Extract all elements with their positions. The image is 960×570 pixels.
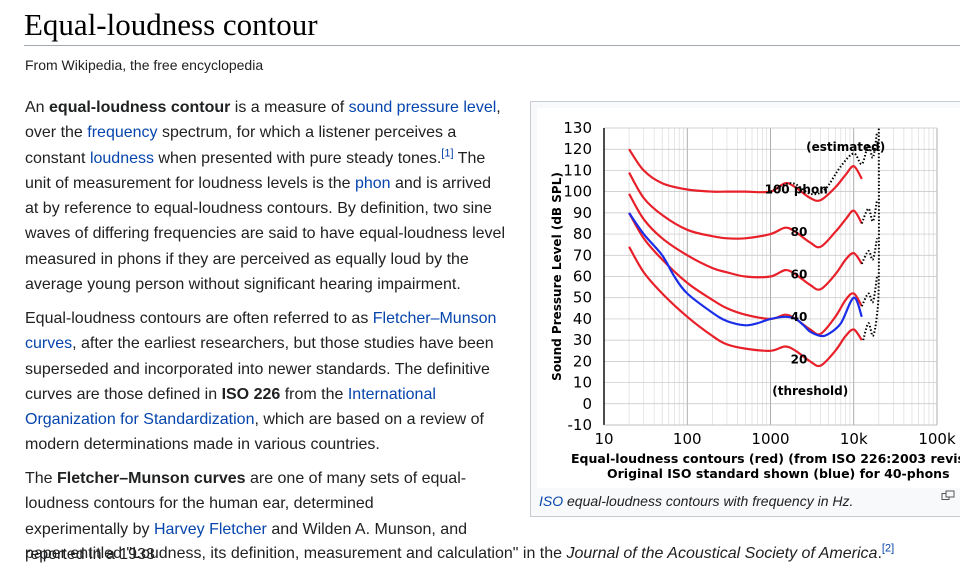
third-paragraph-continued: paper entitled "Loudness, its definition… [25,542,895,562]
y-tick-label: 130 [563,119,592,137]
reference-2[interactable]: [2] [881,542,895,555]
x-tick-label: 100 [673,430,702,448]
iso-contour-line [628,246,863,368]
chart-annotation: 100 phon [765,183,828,197]
x-axis-label: Equal-loudness contours (red) (from ISO … [571,451,960,466]
y-tick-label: 40 [573,310,592,328]
link-phon[interactable]: phon [354,174,391,192]
chart-annotation: (threshold) [772,384,848,398]
link-loudness[interactable]: loudness [89,149,154,167]
y-tick-label: 100 [563,183,592,201]
y-tick-label: 80 [573,225,592,243]
second-paragraph: Equal-loudness contours are often referr… [25,310,497,454]
y-tick-label: 0 [582,395,592,413]
y-tick-label: 20 [573,352,592,370]
iso-contour-line [628,148,863,202]
chart-annotation: 40 [791,310,808,324]
intro-paragraph: An equal-loudness contour is a measure o… [25,99,505,294]
chart-annotation: 60 [791,268,808,282]
y-tick-label: -10 [568,416,593,434]
reference-1[interactable]: [1] [441,147,454,160]
journal-title: Journal of the Acoustical Society of Ame… [566,545,878,562]
figure-thumbnail: 130 120 110 100 90 80 70 60 50 40 30 20 10 0 -10 10 100 1… [530,101,960,517]
estimated-dotted-line [860,199,878,224]
y-tick-label: 30 [573,331,592,349]
link-harvey-fletcher[interactable]: Harvey Fletcher [153,520,267,538]
link-iso[interactable]: International Organization for Standardi… [25,385,436,429]
estimated-dotted-line [862,127,880,341]
page-title: Equal-loudness contour [24,7,318,42]
iso-contour-line [628,193,863,291]
y-axis-label: Sound Pressure Level (dB SPL) [550,172,564,381]
y-tick-label: 110 [563,161,592,179]
y-tick-label: 120 [563,140,592,158]
site-tagline: From Wikipedia, the free encyclopedia [25,57,264,73]
link-frequency[interactable]: frequency [87,124,158,142]
chart-image[interactable]: 130 120 110 100 90 80 70 60 50 40 30 20 10 0 -10 10 100 1… [537,108,960,488]
chart-annotation: (estimated) [806,140,885,154]
x-axis-label-secondary: Original ISO standard shown (blue) for 4… [607,466,950,481]
original-40-phon-curve [628,212,863,338]
x-tick-label: 100k [918,430,956,448]
x-tick-label: 10 [594,430,613,448]
x-tick-label: 10k [840,430,868,448]
third-paragraph: The Fletcher–Munson curves are one of ma… [25,470,467,563]
link-sound-pressure-level[interactable]: sound pressure level [348,99,497,116]
figure-caption: ISO equal-loudness contours with frequen… [539,493,854,509]
bold-term: equal-loudness contour [49,99,231,116]
enlarge-icon[interactable] [941,490,955,502]
y-tick-label: 60 [573,268,592,286]
y-tick-label: 10 [573,374,592,392]
y-tick-label: 50 [573,289,592,307]
chart-annotation: 20 [791,352,808,366]
x-tick-label: 1000 [751,430,789,448]
title-divider [24,45,960,46]
bold-term: ISO 226 [221,385,281,403]
bold-term: Fletcher–Munson curves [57,470,246,487]
link-fletcher-munson-curves[interactable]: Fletcher–Munson curves [25,310,497,353]
link-iso-caption[interactable]: ISO [539,493,564,509]
iso-contour-line [628,172,863,249]
y-tick-label: 70 [573,246,592,264]
y-tick-label: 90 [573,204,592,222]
estimated-dotted-line [860,238,878,265]
chart-annotation: 80 [791,225,808,239]
estimated-dotted-line [860,276,878,307]
